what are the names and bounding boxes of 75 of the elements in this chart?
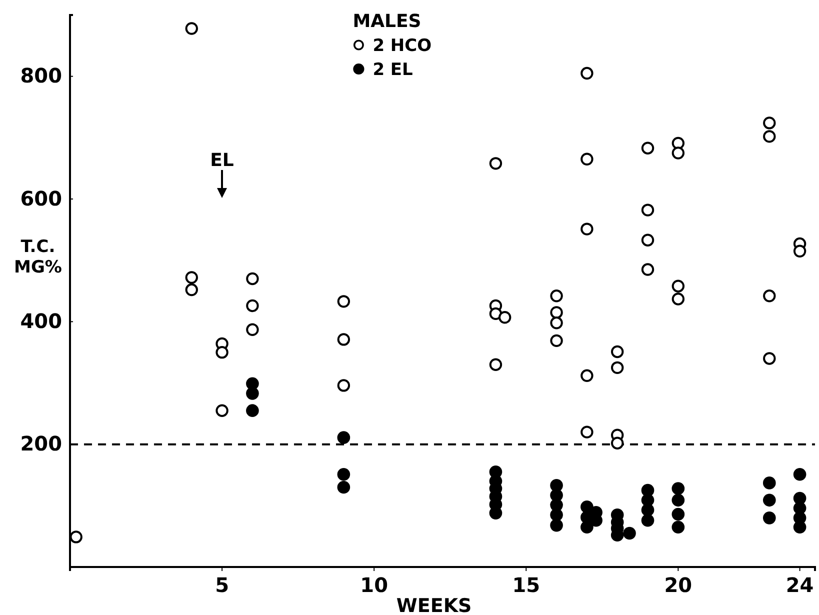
point (672, 280, 685, 292)
point (550, 290, 563, 302)
y-tick-label: 800 (20, 64, 62, 88)
x-tick-label: 20 (664, 573, 692, 597)
point (246, 323, 259, 336)
x-tick-label: 24 (786, 573, 814, 597)
point (185, 283, 198, 296)
point (580, 369, 594, 382)
point (580, 520, 594, 534)
y-tick-label: 200 (20, 432, 62, 456)
point (550, 518, 563, 532)
legend-label: 2 HCO (372, 36, 432, 56)
point (337, 379, 350, 392)
point (216, 346, 228, 359)
point (641, 142, 654, 154)
point (672, 508, 685, 521)
point (337, 333, 350, 346)
point (763, 130, 776, 143)
point (580, 426, 594, 438)
point (246, 387, 259, 400)
y-tick-label: 400 (20, 309, 62, 334)
point (672, 494, 685, 507)
point (337, 468, 350, 481)
point (489, 506, 502, 520)
point (763, 116, 776, 130)
point (762, 476, 776, 490)
x-tick-label: 15 (512, 573, 540, 597)
point (246, 404, 259, 418)
annotation: EL (210, 150, 234, 171)
point (672, 482, 685, 495)
point (337, 431, 350, 444)
point (610, 436, 624, 450)
point (550, 334, 563, 348)
point (793, 520, 806, 534)
x-axis-title: WEEKS (396, 595, 472, 615)
y-tick-label: 600 (20, 186, 62, 210)
point (216, 404, 228, 417)
point (489, 358, 502, 371)
point (580, 222, 594, 236)
point (641, 204, 654, 216)
point (337, 295, 350, 308)
point (580, 66, 594, 80)
point (672, 292, 685, 306)
point (762, 512, 776, 524)
point (337, 480, 350, 494)
point (672, 520, 685, 534)
point (641, 234, 654, 246)
point (763, 352, 776, 365)
point (623, 526, 636, 540)
point (70, 530, 82, 544)
point (246, 299, 259, 312)
point (498, 311, 512, 324)
point (550, 316, 563, 330)
point (185, 22, 198, 35)
point (762, 494, 776, 507)
point (246, 272, 259, 286)
y-axis-title: T.C. MG% (14, 237, 62, 278)
point (641, 514, 654, 527)
x-tick-label: 5 (215, 573, 229, 597)
point (550, 508, 563, 522)
point (610, 361, 624, 374)
point (580, 152, 594, 166)
point (763, 290, 776, 302)
point (489, 157, 502, 170)
legend-label: 2 EL (372, 60, 414, 80)
point (185, 271, 198, 284)
x-tick-label: 10 (360, 573, 388, 597)
point (793, 244, 806, 258)
legend-title: MALES (352, 11, 422, 32)
point (672, 146, 685, 160)
point (641, 263, 654, 276)
point (641, 504, 654, 516)
point (793, 468, 806, 481)
point (610, 345, 624, 358)
point (550, 306, 563, 319)
